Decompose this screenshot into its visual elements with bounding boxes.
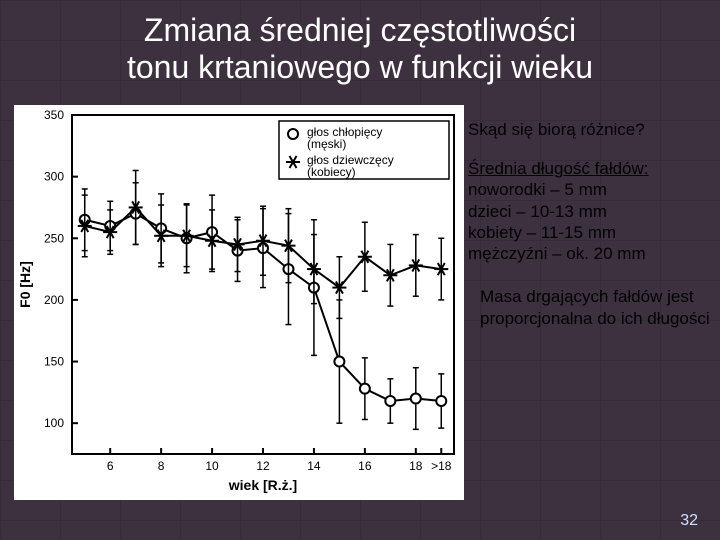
- svg-text:300: 300: [44, 170, 64, 184]
- folds-line: mężczyźni – ok. 20 mm: [468, 244, 646, 263]
- svg-text:(męski): (męski): [307, 137, 346, 151]
- svg-text:8: 8: [158, 459, 165, 473]
- folds-block: Średnia długość fałdów: noworodki – 5 mm…: [468, 158, 716, 264]
- svg-text:10: 10: [205, 459, 219, 473]
- svg-text:>18: >18: [431, 459, 452, 473]
- folds-heading: Średnia długość fałdów:: [468, 159, 649, 178]
- svg-text:200: 200: [44, 293, 64, 307]
- page-number: 32: [680, 512, 698, 530]
- question-text: Skąd się biorą różnice?: [468, 120, 716, 140]
- svg-text:350: 350: [44, 108, 64, 122]
- svg-text:6: 6: [107, 459, 114, 473]
- svg-text:250: 250: [44, 231, 64, 245]
- side-text: Skąd się biorą różnice? Średnia długość …: [468, 110, 716, 351]
- svg-text:wiek [R.ż.]: wiek [R.ż.]: [228, 477, 297, 493]
- svg-text:12: 12: [256, 459, 270, 473]
- slide-title: Zmiana średniej częstotliwości tonu krta…: [0, 0, 720, 92]
- folds-line: noworodki – 5 mm: [468, 180, 607, 199]
- title-line2: tonu krtaniowego w funkcji wieku: [127, 49, 593, 85]
- folds-line: dzieci – 10-13 mm: [468, 202, 607, 221]
- f0-chart: 100 150 200 250 300 350 6 8 10 12 14 16 18 >18 wiek [R…: [14, 105, 464, 500]
- chart-container: 100 150 200 250 300 350 6 8 10 12 14 16 18 >18 wiek [R…: [14, 105, 464, 500]
- svg-text:F0 [Hz]: F0 [Hz]: [17, 261, 33, 308]
- svg-text:16: 16: [358, 459, 372, 473]
- title-line1: Zmiana średniej częstotliwości: [144, 12, 576, 48]
- mass-text: Masa drgających fałdów jest proporcjonal…: [468, 286, 716, 329]
- svg-text:150: 150: [44, 355, 64, 369]
- svg-text:100: 100: [44, 416, 64, 430]
- svg-text:14: 14: [307, 459, 321, 473]
- svg-text:18: 18: [409, 459, 423, 473]
- svg-text:(kobiecy): (kobiecy): [307, 165, 356, 179]
- folds-line: kobiety – 11-15 mm: [468, 223, 616, 242]
